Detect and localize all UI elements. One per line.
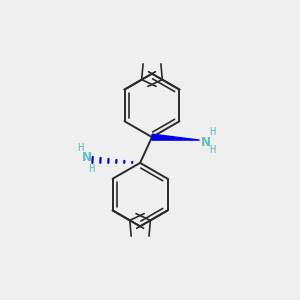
Text: N: N <box>82 152 92 164</box>
Text: H: H <box>77 143 84 153</box>
Text: N: N <box>200 136 211 148</box>
Polygon shape <box>152 134 200 140</box>
Text: H: H <box>209 145 215 155</box>
Text: H: H <box>88 164 95 174</box>
Text: H: H <box>209 127 215 137</box>
